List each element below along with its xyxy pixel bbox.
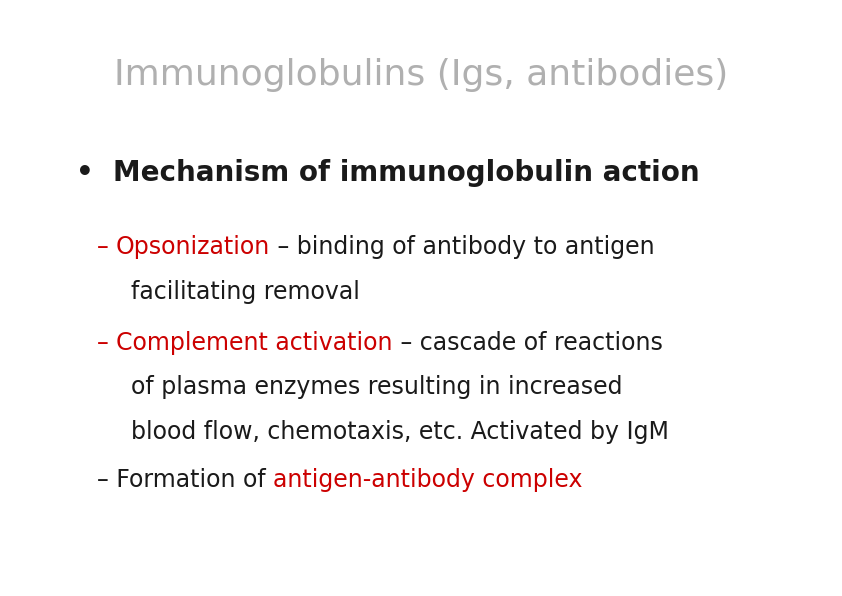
Text: blood flow, chemotaxis, etc. Activated by IgM: blood flow, chemotaxis, etc. Activated b… — [131, 420, 669, 444]
Text: antigen-antibody complex: antigen-antibody complex — [273, 468, 583, 492]
Text: facilitating removal: facilitating removal — [131, 280, 360, 304]
Text: Opsonization: Opsonization — [116, 235, 270, 259]
Text: – Formation of: – Formation of — [97, 468, 273, 492]
Text: –: – — [97, 235, 116, 259]
Text: –: – — [97, 331, 116, 355]
Text: •  Mechanism of immunoglobulin action: • Mechanism of immunoglobulin action — [76, 159, 700, 187]
Text: of plasma enzymes resulting in increased: of plasma enzymes resulting in increased — [131, 375, 622, 399]
Text: – cascade of reactions: – cascade of reactions — [392, 331, 663, 355]
Text: – binding of antibody to antigen: – binding of antibody to antigen — [270, 235, 655, 259]
Text: Immunoglobulins (Igs, antibodies): Immunoglobulins (Igs, antibodies) — [114, 57, 728, 92]
Text: Complement activation: Complement activation — [116, 331, 392, 355]
